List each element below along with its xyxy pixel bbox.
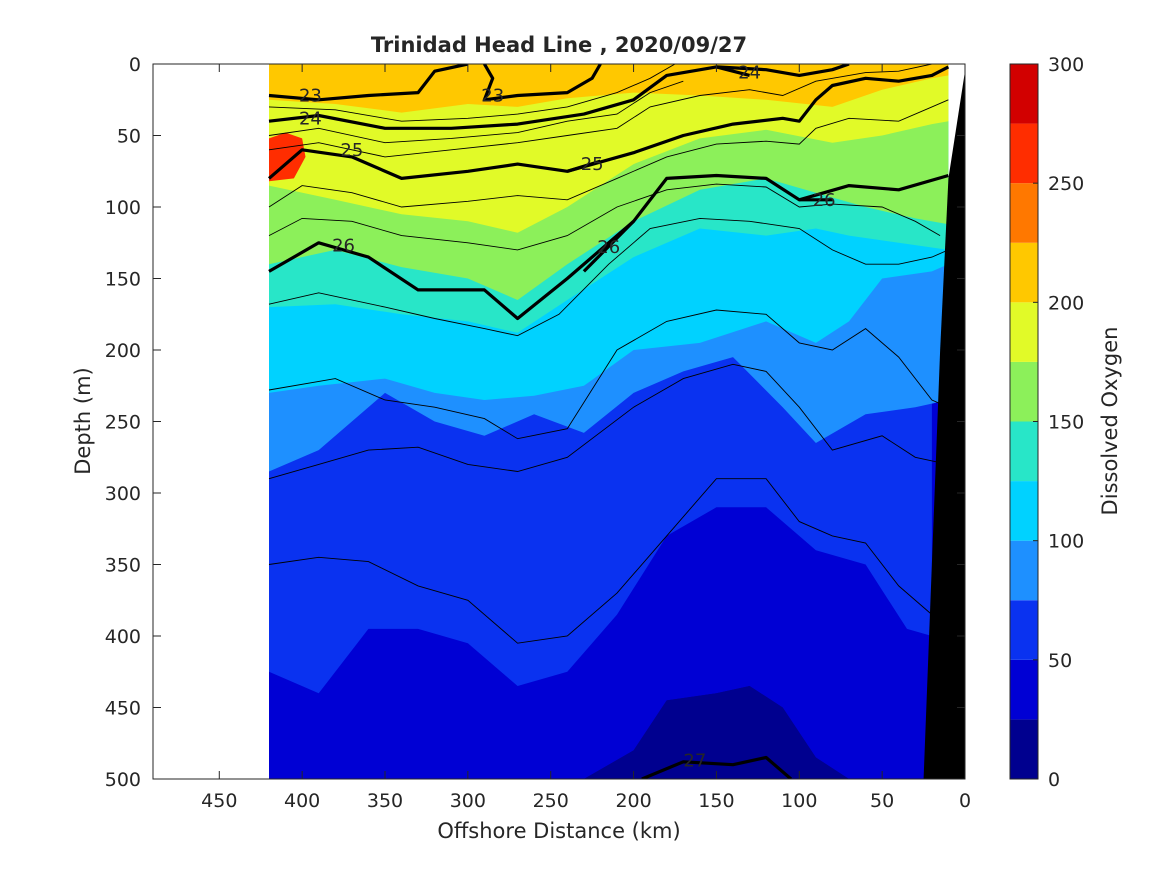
density-contour-thin bbox=[268, 363, 949, 480]
colorbar-tick-label: 150 bbox=[1048, 412, 1084, 434]
density-contours bbox=[267, 64, 950, 779]
contour-label-26: 26 bbox=[597, 237, 620, 258]
seafloor bbox=[923, 71, 965, 779]
oxygen-above-200 bbox=[269, 64, 949, 113]
colorbar-swatch bbox=[1010, 361, 1038, 422]
density-contour-24 bbox=[268, 64, 850, 130]
density-contour-24 bbox=[716, 65, 750, 77]
axis-ticks: 450 400 350 300 250 200 150 100 50 00501001502002… bbox=[105, 54, 971, 812]
x-tick-label: 350 bbox=[367, 790, 403, 812]
contour-label-24: 24 bbox=[738, 63, 761, 84]
y-axis-label: Depth (m) bbox=[71, 367, 95, 474]
density-contour-25 bbox=[566, 159, 601, 173]
density-contour-thin bbox=[268, 80, 684, 144]
y-tick-label: 150 bbox=[105, 269, 141, 291]
y-tick-label: 300 bbox=[105, 483, 141, 505]
y-tick-label: 100 bbox=[105, 197, 141, 219]
density-contour-thin bbox=[268, 99, 949, 208]
x-tick-label: 400 bbox=[284, 790, 320, 812]
density-contour-thin bbox=[268, 64, 932, 158]
contour-label-23: 23 bbox=[299, 85, 322, 106]
contour-label-25: 25 bbox=[340, 140, 363, 161]
oxygen-filled-levels bbox=[269, 64, 949, 779]
density-contour-23 bbox=[482, 64, 602, 102]
colorbar-tick-label: 0 bbox=[1048, 769, 1060, 791]
seafloor-bottom bbox=[923, 71, 965, 779]
colorbar-swatch bbox=[1010, 123, 1038, 184]
density-contour-26 bbox=[582, 220, 635, 273]
density-contour-25 bbox=[267, 65, 950, 180]
y-tick-label: 200 bbox=[105, 340, 141, 362]
colorbar-tick-label: 300 bbox=[1048, 54, 1084, 76]
colorbar-label: Dissolved Oxygen bbox=[1098, 327, 1122, 516]
density-contour-thin bbox=[268, 217, 949, 337]
colorbar-tick-label: 250 bbox=[1048, 173, 1084, 195]
colorbar-swatch bbox=[1010, 242, 1038, 303]
chart-title: Trinidad Head Line , 2020/09/27 bbox=[371, 33, 747, 57]
density-contour-thin bbox=[268, 183, 941, 251]
colorbar-tick-label: 200 bbox=[1048, 292, 1084, 314]
colorbar-swatch bbox=[1010, 600, 1038, 660]
colorbar-swatch bbox=[1010, 183, 1038, 243]
contour-label-25: 25 bbox=[581, 154, 604, 175]
contour-label-26: 26 bbox=[332, 236, 355, 257]
x-tick-label: 250 bbox=[533, 790, 569, 812]
density-contour-27 bbox=[641, 755, 793, 779]
y-tick-label: 400 bbox=[105, 626, 141, 648]
contour-label-24: 24 bbox=[299, 108, 322, 129]
x-tick-label: 200 bbox=[615, 790, 651, 812]
colorbar-swatch bbox=[1010, 659, 1038, 720]
x-tick-label: 300 bbox=[450, 790, 486, 812]
y-tick-label: 0 bbox=[129, 54, 141, 76]
colorbar-swatch bbox=[1010, 481, 1038, 541]
y-tick-label: 350 bbox=[105, 555, 141, 577]
x-axis-label: Offshore Distance (km) bbox=[437, 819, 680, 843]
y-tick-label: 500 bbox=[105, 769, 141, 791]
density-contour-thin bbox=[268, 309, 949, 440]
contour-label-27: 27 bbox=[683, 750, 706, 771]
colorbar-swatch bbox=[1010, 64, 1038, 124]
colorbar-swatch bbox=[1010, 540, 1038, 601]
colorbar: 0 50 100 150 200 250 300 bbox=[1009, 54, 1084, 791]
density-contour-thin bbox=[268, 478, 933, 644]
y-tick-label: 450 bbox=[105, 698, 141, 720]
density-contour-thin bbox=[268, 64, 676, 122]
x-tick-label: 50 bbox=[870, 790, 894, 812]
colorbar-tick-label: 100 bbox=[1048, 531, 1084, 553]
colorbar-swatch bbox=[1010, 719, 1038, 779]
colorbar-tick-label: 50 bbox=[1048, 650, 1072, 672]
x-tick-label: 100 bbox=[781, 790, 817, 812]
y-tick-label: 250 bbox=[105, 412, 141, 434]
oxygen-core-below-25 bbox=[583, 686, 849, 779]
x-tick-label: 450 bbox=[201, 790, 237, 812]
x-tick-label: 0 bbox=[959, 790, 971, 812]
contour-label-26: 26 bbox=[813, 190, 836, 211]
y-tick-label: 50 bbox=[117, 126, 141, 148]
density-contour-23 bbox=[268, 64, 469, 102]
x-tick-label: 150 bbox=[698, 790, 734, 812]
contour-label-23: 23 bbox=[481, 85, 504, 106]
colorbar-swatch bbox=[1010, 302, 1038, 362]
colorbar-swatch bbox=[1010, 421, 1038, 482]
